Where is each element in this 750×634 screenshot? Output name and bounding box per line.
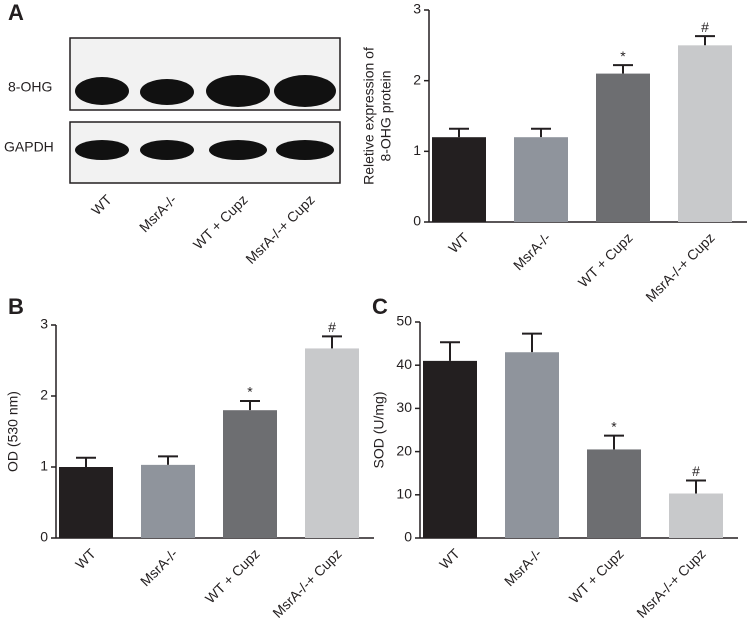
- blot-row-label: 8-OHG: [8, 79, 52, 95]
- blot-lane-label: WT: [88, 191, 115, 218]
- y-axis-label: Reletive expression of: [361, 47, 377, 185]
- x-tick-label: WT: [445, 229, 472, 256]
- x-tick-label: WT: [436, 545, 463, 572]
- significance-mark: *: [611, 418, 617, 434]
- bands: [75, 75, 336, 160]
- x-tick-label: MsrA-/-: [510, 229, 554, 273]
- y-tick-label: 50: [396, 313, 412, 329]
- x-tick-label: MsrA-/-+ Cupz: [642, 229, 717, 304]
- blot-lane-label: MsrA-/-: [136, 191, 180, 235]
- x-tick-label: MsrA-/-: [501, 545, 545, 589]
- bar: [432, 137, 486, 222]
- y-tick-label: 2: [413, 71, 421, 87]
- significance-mark: *: [247, 384, 253, 400]
- bar: [305, 348, 359, 538]
- panel-label: B: [8, 294, 24, 319]
- y-tick-label: 1: [40, 458, 48, 474]
- x-tick-label: MsrA-/-+ Cupz: [269, 545, 344, 620]
- y-tick-label: 0: [404, 529, 412, 545]
- blot-row-label: GAPDH: [4, 139, 54, 155]
- blot-lane-label: MsrA-/-+ Cupz: [242, 191, 317, 266]
- y-tick-label: 0: [413, 213, 421, 229]
- bar: [59, 467, 113, 538]
- bar: [514, 137, 568, 222]
- y-tick-label: 30: [396, 399, 412, 415]
- x-tick-label: MsrA-/-: [137, 545, 181, 589]
- y-tick-label: 3: [40, 316, 48, 332]
- bar: [596, 73, 650, 222]
- panel-label: A: [8, 0, 24, 25]
- x-tick-label: WT + Cupz: [566, 545, 627, 606]
- bar: [223, 410, 277, 538]
- x-tick-label: WT + Cupz: [575, 229, 636, 290]
- x-tick-label: WT + Cupz: [202, 545, 263, 606]
- bar: [505, 352, 559, 538]
- y-axis-label: 8-OHG protein: [378, 70, 394, 161]
- y-tick-label: 20: [396, 442, 412, 458]
- bar: [423, 360, 477, 538]
- y-tick-label: 1: [413, 142, 421, 158]
- y-tick-label: 10: [396, 486, 412, 502]
- significance-mark: #: [692, 463, 700, 479]
- panel-label: C: [372, 294, 388, 319]
- significance-mark: #: [701, 19, 709, 35]
- bar: [141, 464, 195, 538]
- y-tick-label: 2: [40, 387, 48, 403]
- western-blot: 8-OHG GAPDH: [4, 37, 341, 184]
- blot-lane-label: WT + Cupz: [190, 191, 251, 252]
- bar: [669, 493, 723, 538]
- y-tick-label: 40: [396, 356, 412, 372]
- x-tick-label: MsrA-/-+ Cupz: [633, 545, 708, 620]
- bar: [587, 449, 641, 538]
- bar: [678, 45, 732, 223]
- y-tick-label: 0: [40, 529, 48, 545]
- significance-mark: *: [620, 48, 626, 64]
- y-tick-label: 3: [413, 1, 421, 17]
- y-axis-label: OD (530 nm): [5, 391, 21, 472]
- y-axis-label: SOD (U/mg): [371, 392, 387, 469]
- x-tick-label: WT: [72, 545, 99, 572]
- significance-mark: #: [328, 319, 336, 335]
